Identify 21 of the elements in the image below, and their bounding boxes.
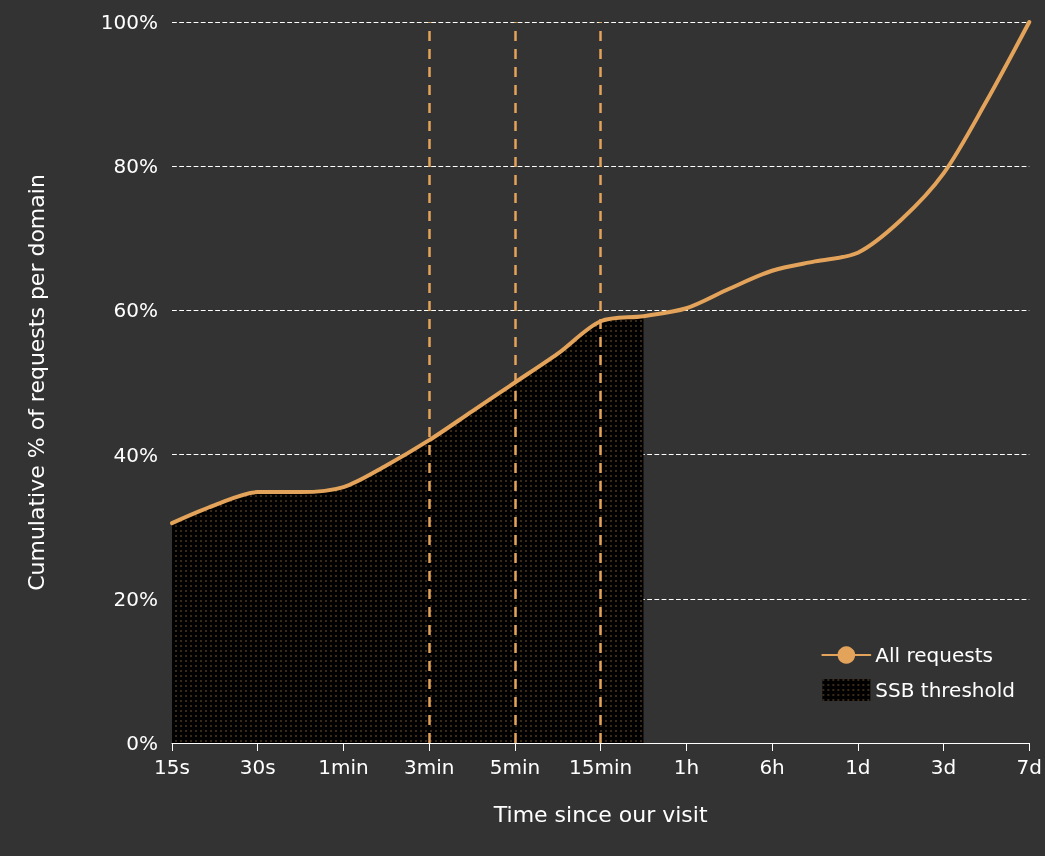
y-tick-label: 100% (100, 10, 158, 34)
x-tick-label: 3d (930, 755, 957, 779)
x-tick-label: 1min (318, 755, 369, 779)
y-axis-title: Cumulative % of requests per domain (23, 174, 49, 591)
x-tick-label: 6h (759, 755, 785, 779)
legend-label: All requests (875, 643, 993, 667)
x-tick-label: 30s (239, 755, 276, 779)
x-tick-label: 15min (569, 755, 633, 779)
x-tick-label: 5min (489, 755, 541, 779)
y-tick-label: 20% (113, 586, 158, 611)
x-tick-label: 1h (673, 755, 700, 779)
x-tick-label: 1d (845, 755, 871, 779)
legend-label: SSB threshold (875, 678, 1016, 702)
x-tick-label: 3min (403, 755, 455, 779)
y-tick-label: 40% (113, 442, 158, 467)
y-tick-label: 60% (113, 298, 158, 323)
x-tick-label: 7d (1016, 755, 1042, 779)
x-tick-label: 15s (154, 755, 190, 779)
x-axis-title: Time since our visit (492, 801, 708, 827)
y-tick-label: 0% (126, 731, 158, 755)
y-tick-label: 80% (113, 154, 158, 179)
